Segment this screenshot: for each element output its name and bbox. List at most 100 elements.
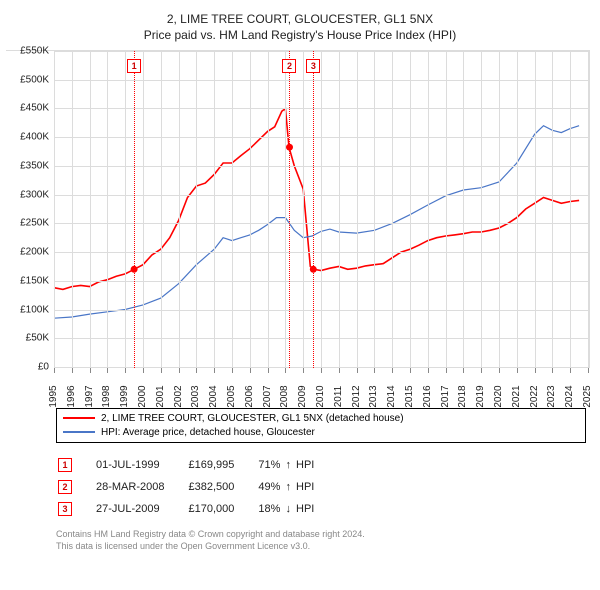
x-axis-label: 2021: [511, 385, 522, 407]
x-tick: [268, 368, 269, 373]
y-axis-label: £200K: [5, 247, 49, 258]
gridline-vertical: [357, 51, 358, 368]
x-tick: [517, 368, 518, 373]
sale-pct: 49% HPI: [258, 477, 336, 497]
sale-number-box: 2: [58, 480, 72, 494]
attribution-line-1: Contains HM Land Registry data © Crown c…: [56, 529, 594, 541]
sale-pct: 18% HPI: [258, 499, 336, 519]
y-axis-label: £100K: [5, 304, 49, 315]
sale-pct: 71% HPI: [258, 455, 336, 475]
x-tick: [535, 368, 536, 373]
attribution-line-2: This data is licensed under the Open Gov…: [56, 541, 594, 553]
x-tick: [303, 368, 304, 373]
gridline-vertical: [410, 51, 411, 368]
gridline-vertical: [90, 51, 91, 368]
legend-row-hpi: HPI: Average price, detached house, Glou…: [63, 425, 579, 439]
series-hpi-line: [54, 126, 579, 319]
gridline-vertical: [374, 51, 375, 368]
sale-price: £170,000: [188, 499, 256, 519]
x-axis-label: 2023: [547, 385, 558, 407]
x-axis-label: 2002: [173, 385, 184, 407]
gridline-vertical: [303, 51, 304, 368]
x-tick: [214, 368, 215, 373]
x-axis-label: 1997: [84, 385, 95, 407]
x-tick: [179, 368, 180, 373]
x-axis-label: 2000: [137, 385, 148, 407]
title-sub: Price paid vs. HM Land Registry's House …: [6, 28, 594, 42]
gridline-vertical: [196, 51, 197, 368]
sale-event-marker: 3: [306, 59, 320, 73]
gridline-vertical: [446, 51, 447, 368]
gridline-vertical: [428, 51, 429, 368]
sale-date: 28-MAR-2008: [96, 477, 186, 497]
x-tick: [410, 368, 411, 373]
sale-row: 228-MAR-2008£382,50049% HPI: [58, 477, 336, 497]
gridline-vertical: [214, 51, 215, 368]
gridline-vertical: [232, 51, 233, 368]
gridline-vertical: [321, 51, 322, 368]
gridline-vertical: [499, 51, 500, 368]
gridline-vertical: [339, 51, 340, 368]
x-tick: [250, 368, 251, 373]
sale-row: 3 27-JUL-2009£170,00018% HPI: [58, 499, 336, 519]
sale-event-line: [134, 51, 135, 368]
legend: 2, LIME TREE COURT, GLOUCESTER, GL1 5NX …: [56, 408, 586, 443]
x-axis-label: 1998: [102, 385, 113, 407]
sale-event-marker: 1: [127, 59, 141, 73]
title-main: 2, LIME TREE COURT, GLOUCESTER, GL1 5NX: [6, 8, 594, 26]
x-tick: [392, 368, 393, 373]
x-axis-label: 2022: [529, 385, 540, 407]
x-tick: [463, 368, 464, 373]
gridline-vertical: [535, 51, 536, 368]
legend-swatch-property: [63, 417, 95, 419]
chart-container: 2, LIME TREE COURT, GLOUCESTER, GL1 5NX …: [0, 0, 600, 558]
gridline-vertical: [179, 51, 180, 368]
gridline-vertical: [250, 51, 251, 368]
x-axis-label: 2024: [564, 385, 575, 407]
x-axis-label: 2013: [369, 385, 380, 407]
x-axis-label: 2020: [493, 385, 504, 407]
x-axis-label: 2017: [440, 385, 451, 407]
sale-event-line: [289, 51, 290, 368]
x-axis-label: 1999: [119, 385, 130, 407]
x-tick: [161, 368, 162, 373]
sale-price: £169,995: [188, 455, 256, 475]
y-axis-label: £50K: [5, 333, 49, 344]
x-axis-label: 2001: [155, 385, 166, 407]
sales-table: 101-JUL-1999£169,99571% HPI 2 28-MAR-2008£…: [56, 453, 338, 521]
title-block: 2, LIME TREE COURT, GLOUCESTER, GL1 5NX …: [6, 8, 594, 42]
gridline-vertical: [268, 51, 269, 368]
x-axis-label: 2009: [297, 385, 308, 407]
y-axis-label: £550K: [5, 46, 49, 57]
x-tick: [107, 368, 108, 373]
x-tick: [72, 368, 73, 373]
gridline-vertical: [54, 51, 55, 368]
y-axis-label: £450K: [5, 103, 49, 114]
x-axis-label: 1995: [48, 385, 59, 407]
y-axis-label: £500K: [5, 74, 49, 85]
x-axis-label: 2011: [333, 386, 344, 408]
up-arrow-icon: [283, 481, 293, 493]
x-tick: [570, 368, 571, 373]
gridline-vertical: [125, 51, 126, 368]
x-axis-label: 2025: [582, 385, 593, 407]
sale-row: 101-JUL-1999£169,99571% HPI: [58, 455, 336, 475]
x-tick: [481, 368, 482, 373]
gridline-vertical: [143, 51, 144, 368]
y-axis-label: £400K: [5, 132, 49, 143]
legend-label-property: 2, LIME TREE COURT, GLOUCESTER, GL1 5NX …: [101, 413, 404, 424]
gridline-vertical: [72, 51, 73, 368]
x-axis-label: 2016: [422, 385, 433, 407]
x-axis-label: 2019: [475, 385, 486, 407]
sale-date: 27-JUL-2009: [96, 499, 186, 519]
gridline-vertical: [161, 51, 162, 368]
gridline-vertical: [392, 51, 393, 368]
series-property-line: [54, 109, 579, 290]
x-tick: [339, 368, 340, 373]
gridline-vertical: [285, 51, 286, 368]
sale-number-box: 1: [58, 458, 72, 472]
sale-number-box: 3: [58, 502, 72, 516]
gridline-vertical: [517, 51, 518, 368]
down-arrow-icon: [283, 503, 293, 515]
x-tick: [196, 368, 197, 373]
